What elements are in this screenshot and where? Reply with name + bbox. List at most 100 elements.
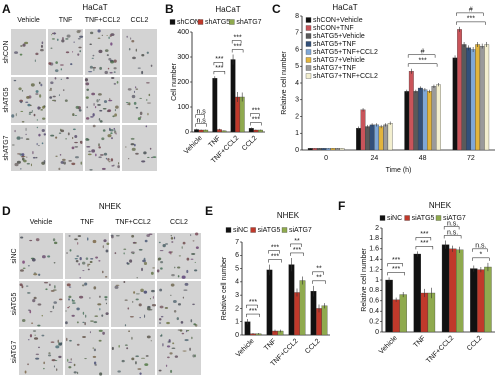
x-tick-label: 48 [419, 155, 427, 162]
cell-speck [126, 261, 129, 265]
cell-speck [110, 158, 114, 162]
cell-speck [116, 81, 119, 84]
significance-label: *** [392, 257, 400, 264]
legend-swatch [435, 215, 442, 221]
cell-speck [40, 109, 44, 111]
cell-speck [20, 137, 23, 139]
significance-label: *** [392, 266, 400, 273]
cell-speck [24, 41, 29, 45]
cell-speck [189, 347, 191, 351]
cell-speck [40, 44, 44, 48]
cell-speck [99, 99, 101, 101]
micrograph-title: HaCaT [82, 3, 107, 12]
cell-speck [107, 134, 112, 138]
x-tick-label: 24 [370, 155, 378, 162]
row-label: siATG5 [11, 292, 18, 315]
cell-speck [135, 88, 139, 90]
cell-speck [68, 361, 73, 363]
cell-speck [89, 297, 91, 299]
cell-speck [84, 321, 86, 326]
y-tick-label: 2 [375, 225, 379, 232]
cell-speck [36, 126, 39, 129]
cell-speck [184, 282, 189, 286]
cell-speck [114, 252, 117, 255]
cell-speck [53, 301, 58, 304]
bar [239, 96, 245, 133]
y-tick-label: 2 [295, 113, 299, 120]
cell-speck [104, 49, 109, 52]
cell-speck [54, 69, 59, 73]
cell-speck [39, 94, 42, 98]
y-axis-label: Relative cell number [281, 51, 288, 115]
cell-speck [25, 285, 29, 287]
cell-speck [95, 153, 97, 157]
cell-speck [42, 255, 46, 259]
cell-speck [171, 347, 176, 350]
cell-speck [192, 354, 196, 358]
bar [385, 279, 393, 333]
significance-label: *** [249, 308, 257, 315]
legend-swatch [379, 215, 386, 221]
row-label: shATG5 [3, 87, 10, 112]
cell-speck [145, 125, 148, 128]
significance-bracket [387, 263, 403, 267]
cell-speck [87, 237, 89, 241]
cell-speck [31, 322, 34, 324]
legend-swatch [281, 227, 288, 233]
panel-letter: D [2, 204, 11, 218]
cell-speck [151, 289, 155, 293]
row-label: siATG7 [11, 340, 18, 363]
cell-speck [35, 156, 38, 159]
cell-speck [148, 233, 153, 236]
cell-speck [162, 244, 166, 248]
cell-speck [172, 299, 177, 303]
panel-letter: E [205, 204, 213, 218]
bar [310, 291, 317, 336]
significance-bracket [246, 313, 260, 318]
cell-speck [79, 35, 84, 38]
cell-speck [68, 286, 72, 288]
cell-speck [170, 294, 172, 296]
cell-speck [92, 355, 97, 358]
micrograph [64, 232, 110, 280]
cell-speck [41, 142, 44, 145]
cell-speck [137, 67, 141, 69]
micrograph [110, 232, 156, 280]
cell-speck [168, 339, 171, 343]
cell-speck [150, 64, 153, 67]
cell-speck [186, 257, 190, 261]
row-label: siNC [11, 248, 18, 263]
cell-speck [74, 258, 78, 260]
y-tick-label: 1 [235, 319, 239, 326]
cell-speck [110, 60, 115, 64]
cell-speck [68, 295, 72, 299]
cell-speck [11, 114, 15, 118]
cell-speck [152, 267, 156, 269]
cell-speck [51, 359, 56, 362]
cell-speck [159, 305, 164, 309]
cell-speck [141, 70, 144, 75]
cell-speck [31, 110, 33, 112]
cell-speck [43, 361, 45, 365]
cell-speck [99, 308, 101, 311]
cell-speck [123, 248, 127, 250]
legend-swatch [404, 215, 410, 221]
bar [452, 57, 458, 151]
cell-speck [135, 152, 139, 155]
cell-speck [71, 146, 75, 150]
bar [461, 44, 467, 151]
cell-speck [53, 365, 55, 368]
x-tick-label: TNF [413, 335, 428, 350]
cell-speck [157, 257, 160, 261]
cell-speck [160, 315, 164, 318]
cell-speck [52, 238, 56, 242]
cell-speck [72, 51, 74, 53]
bar [288, 264, 295, 336]
cell-speck [115, 105, 119, 109]
cell-speck [101, 167, 106, 170]
y-tick-label: 300 [177, 54, 189, 61]
cell-speck [60, 78, 62, 80]
bar [369, 124, 375, 151]
x-tick-label: Vehicle [378, 335, 399, 356]
cell-speck [138, 303, 142, 307]
